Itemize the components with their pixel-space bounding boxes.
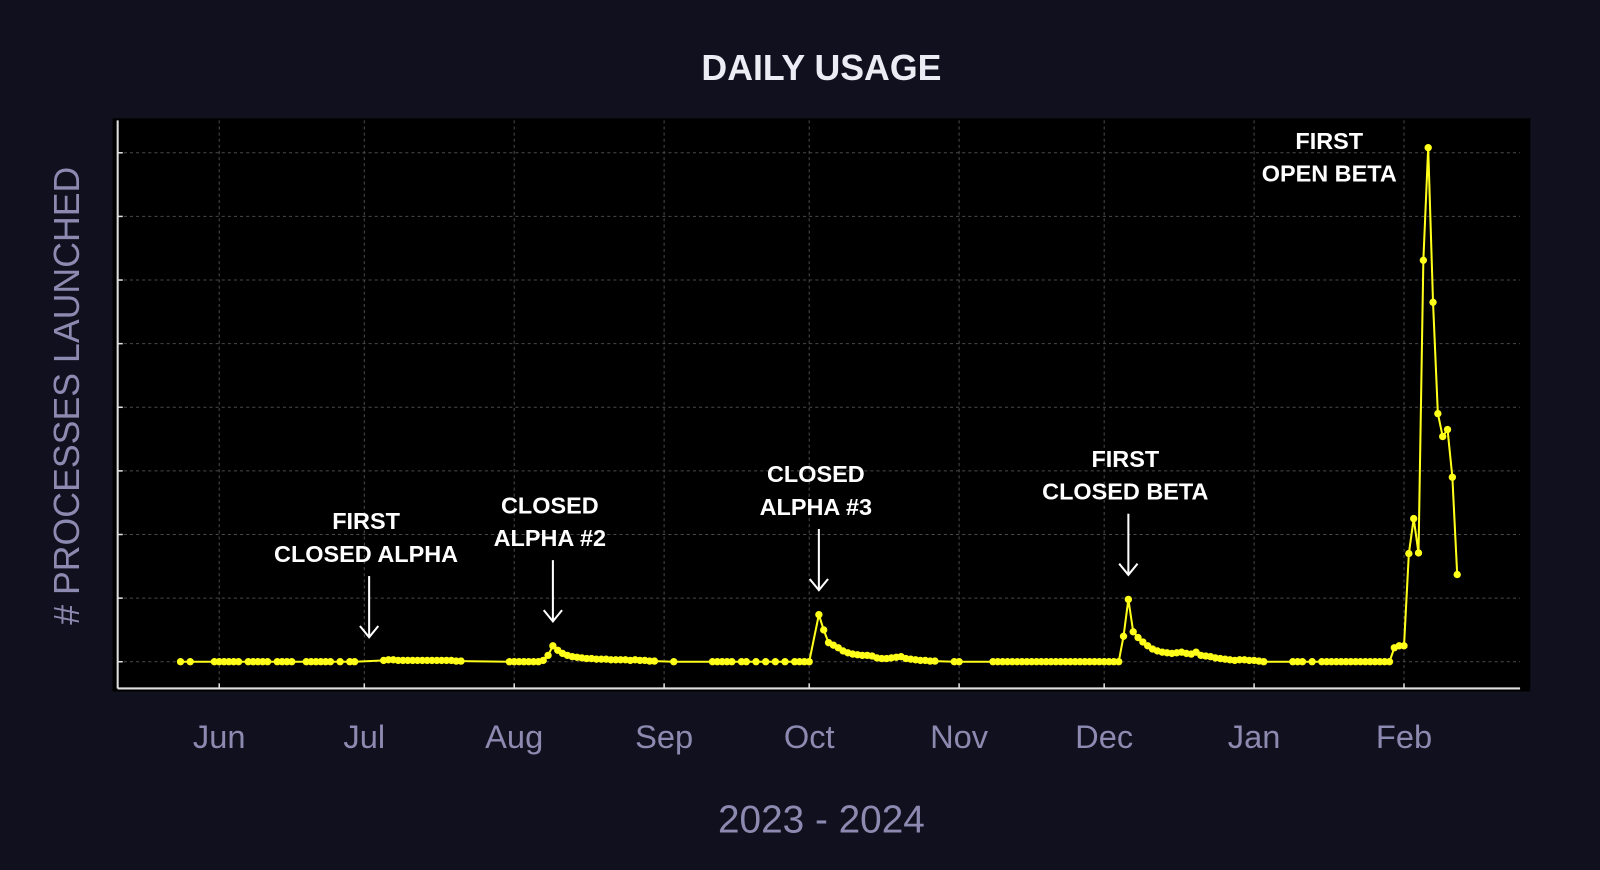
- annotation-text: FIRST: [1295, 128, 1363, 154]
- data-point: [1424, 144, 1432, 152]
- annotation: CLOSED ALPHA #2: [494, 492, 606, 623]
- chart-title: DAILY USAGE: [701, 48, 941, 88]
- x-tick-label: Oct: [784, 718, 835, 755]
- data-point: [728, 658, 736, 666]
- data-point: [1414, 549, 1423, 557]
- annotation-arrowhead: [808, 578, 829, 592]
- data-point: [1385, 658, 1394, 666]
- y-axis-label: # PROCESSES LAUNCHED: [47, 167, 87, 625]
- data-point: [1434, 409, 1442, 418]
- data-point: [742, 658, 751, 666]
- data-point: [1405, 549, 1413, 558]
- annotation-text: CLOSED: [501, 492, 599, 518]
- data-point: [539, 656, 547, 665]
- data-point: [1448, 473, 1457, 481]
- annotation: FIRST CLOSED BETA: [1042, 446, 1208, 577]
- data-point: [457, 657, 465, 665]
- data-point: [1443, 425, 1452, 434]
- data-point: [1124, 595, 1133, 604]
- data-point: [1260, 658, 1268, 666]
- annotation-text: CLOSED ALPHA: [274, 541, 458, 567]
- data-point: [186, 658, 194, 666]
- data-point: [650, 657, 659, 665]
- annotation-text: ALPHA #3: [760, 494, 872, 520]
- annotation-text: CLOSED: [767, 461, 865, 487]
- data-point: [1134, 633, 1142, 642]
- data-point: [1429, 298, 1437, 306]
- axes: Jun Jul Aug Sep Oct Nov Dec Jan Feb: [116, 120, 1521, 755]
- data-point: [1298, 658, 1307, 666]
- data-point: [288, 658, 296, 666]
- annotation: FIRST OPEN BETA: [1262, 128, 1397, 187]
- series: [176, 144, 1461, 666]
- annotations: FIRST CLOSED ALPHA CLOSED ALPHA #2 CLOSED ALP…: [274, 128, 1397, 639]
- data-point: [781, 658, 789, 666]
- data-point: [263, 658, 272, 666]
- data-point: [1115, 658, 1123, 666]
- annotation-arrowhead: [542, 609, 563, 623]
- data-point: [820, 626, 828, 634]
- data-point: [762, 658, 770, 666]
- x-tick-label: Dec: [1075, 718, 1133, 755]
- x-tick-label: Jan: [1228, 718, 1281, 755]
- x-tick-label: Jun: [193, 718, 246, 755]
- data-point: [549, 642, 557, 650]
- annotation-text: FIRST: [1091, 446, 1159, 472]
- data-point: [544, 651, 552, 660]
- plot-area: [112, 118, 1531, 692]
- annotation-arrowhead: [359, 625, 380, 639]
- x-tick-label: Nov: [930, 718, 989, 755]
- data-point: [234, 658, 243, 666]
- x-tick-label: Feb: [1376, 718, 1432, 755]
- data-point: [1400, 642, 1408, 650]
- x-tick-label: Jul: [343, 718, 385, 755]
- annotation: CLOSED ALPHA #3: [760, 461, 872, 592]
- data-point: [955, 658, 963, 666]
- data-point: [336, 658, 344, 666]
- x-tick-label: Aug: [485, 718, 543, 755]
- data-point: [1410, 514, 1418, 523]
- data-point: [1119, 632, 1128, 640]
- annotation-text: CLOSED BETA: [1042, 479, 1208, 505]
- data-point: [350, 658, 359, 666]
- data-point: [1439, 432, 1447, 441]
- x-axis-label: 2023 - 2024: [718, 798, 925, 841]
- data-point: [1453, 570, 1461, 579]
- data-point: [771, 658, 780, 666]
- annotation-text: ALPHA #2: [494, 525, 606, 551]
- data-point: [805, 658, 813, 666]
- data-point: [752, 658, 760, 666]
- annotation: FIRST CLOSED ALPHA: [274, 508, 458, 639]
- annotation-text: FIRST: [332, 508, 400, 534]
- data-point: [815, 610, 823, 619]
- data-point: [176, 658, 185, 666]
- data-point: [1308, 658, 1316, 666]
- data-point: [670, 658, 678, 666]
- annotation-arrowhead: [1118, 563, 1139, 577]
- x-tick-label: Sep: [635, 718, 693, 755]
- annotation-text: OPEN BETA: [1262, 160, 1397, 186]
- data-point: [1129, 628, 1137, 636]
- data-point: [326, 658, 335, 666]
- data-point: [1419, 256, 1428, 264]
- data-point: [931, 657, 939, 665]
